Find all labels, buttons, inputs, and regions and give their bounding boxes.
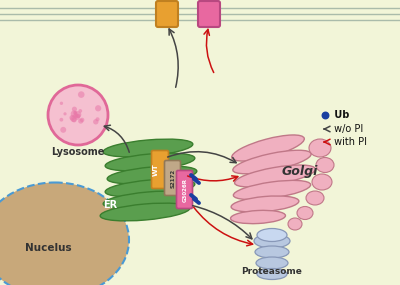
FancyBboxPatch shape bbox=[156, 1, 178, 27]
Ellipse shape bbox=[316, 158, 334, 172]
FancyBboxPatch shape bbox=[164, 160, 180, 196]
Circle shape bbox=[73, 113, 78, 119]
Text: with PI: with PI bbox=[331, 137, 367, 147]
Ellipse shape bbox=[288, 218, 302, 230]
Ellipse shape bbox=[103, 139, 193, 157]
Ellipse shape bbox=[105, 179, 195, 197]
Circle shape bbox=[96, 117, 100, 121]
Text: Proteasome: Proteasome bbox=[242, 268, 302, 276]
Circle shape bbox=[70, 116, 76, 122]
Ellipse shape bbox=[309, 139, 331, 157]
Ellipse shape bbox=[256, 257, 288, 269]
Circle shape bbox=[72, 117, 77, 123]
Text: WT: WT bbox=[153, 164, 159, 176]
Circle shape bbox=[60, 118, 63, 122]
Point bbox=[322, 113, 328, 117]
Circle shape bbox=[48, 85, 108, 145]
Circle shape bbox=[71, 110, 78, 117]
Ellipse shape bbox=[0, 182, 129, 285]
Ellipse shape bbox=[100, 203, 190, 221]
Circle shape bbox=[72, 107, 77, 112]
Circle shape bbox=[60, 102, 63, 105]
Ellipse shape bbox=[233, 150, 311, 174]
Circle shape bbox=[64, 112, 67, 115]
Text: ER: ER bbox=[103, 200, 117, 210]
Ellipse shape bbox=[306, 191, 324, 205]
Ellipse shape bbox=[255, 246, 289, 258]
Ellipse shape bbox=[234, 165, 316, 187]
Ellipse shape bbox=[297, 207, 313, 219]
Circle shape bbox=[95, 105, 101, 111]
Circle shape bbox=[76, 114, 80, 118]
Ellipse shape bbox=[254, 234, 290, 248]
Circle shape bbox=[93, 119, 98, 125]
Ellipse shape bbox=[105, 153, 195, 171]
Text: Nucelus: Nucelus bbox=[25, 243, 71, 253]
Circle shape bbox=[74, 111, 81, 118]
Ellipse shape bbox=[257, 229, 287, 241]
Circle shape bbox=[70, 115, 75, 120]
Circle shape bbox=[78, 119, 83, 124]
Text: S2172: S2172 bbox=[170, 168, 176, 188]
Circle shape bbox=[74, 114, 80, 120]
Ellipse shape bbox=[312, 174, 332, 190]
Ellipse shape bbox=[103, 191, 193, 209]
Circle shape bbox=[78, 91, 84, 98]
Text: Ub: Ub bbox=[331, 110, 349, 120]
Text: G3026R: G3026R bbox=[182, 178, 188, 202]
Circle shape bbox=[74, 111, 77, 114]
FancyBboxPatch shape bbox=[176, 170, 192, 209]
FancyBboxPatch shape bbox=[152, 150, 168, 188]
Text: Lysosome: Lysosome bbox=[51, 147, 105, 157]
Circle shape bbox=[80, 118, 84, 122]
Ellipse shape bbox=[257, 268, 287, 280]
Ellipse shape bbox=[232, 135, 304, 161]
Text: w/o PI: w/o PI bbox=[331, 124, 363, 134]
Ellipse shape bbox=[231, 196, 299, 212]
Circle shape bbox=[60, 127, 66, 133]
Ellipse shape bbox=[107, 166, 197, 184]
FancyBboxPatch shape bbox=[198, 1, 220, 27]
Text: Golgi: Golgi bbox=[282, 166, 318, 178]
Circle shape bbox=[78, 109, 82, 113]
Ellipse shape bbox=[233, 180, 311, 200]
Circle shape bbox=[73, 111, 77, 115]
Ellipse shape bbox=[230, 210, 286, 224]
